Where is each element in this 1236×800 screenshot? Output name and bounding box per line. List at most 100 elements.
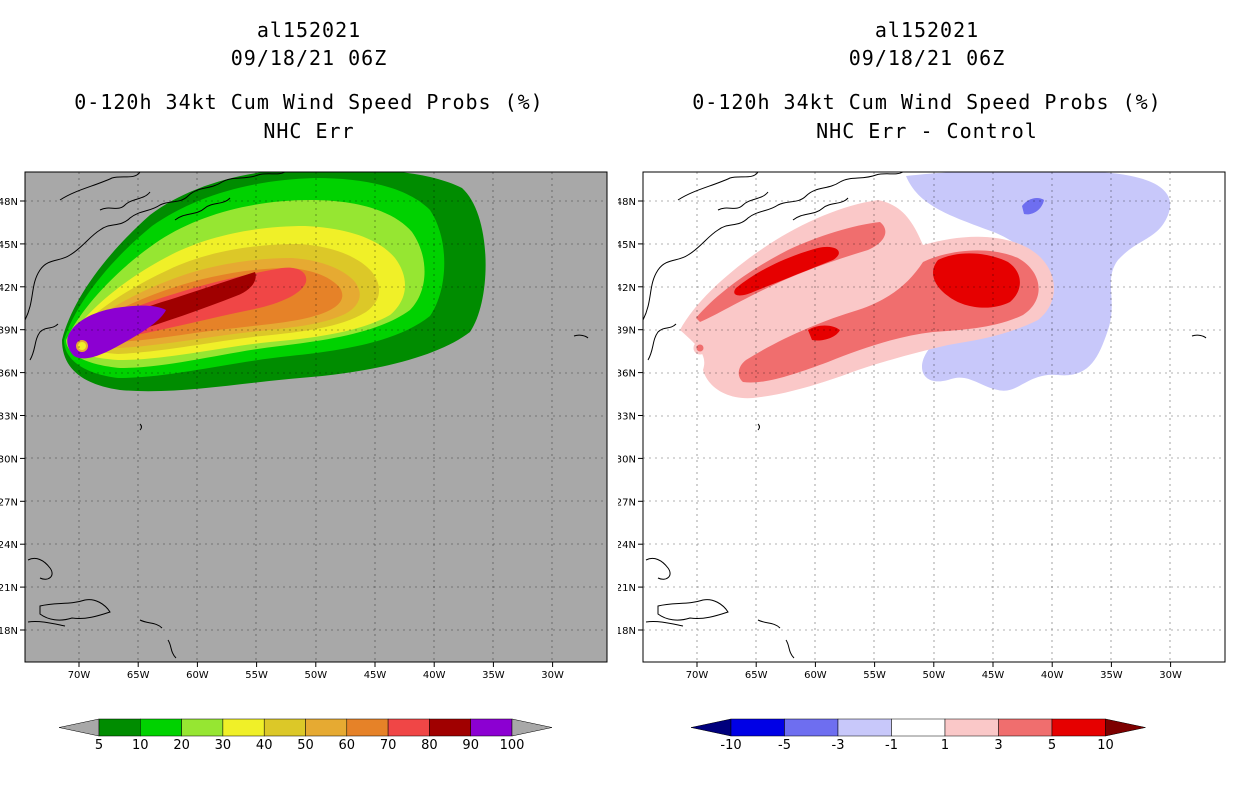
right-lat-label: 21N bbox=[618, 583, 636, 594]
left-probability-field bbox=[62, 172, 486, 392]
right-lat-label: 24N bbox=[618, 540, 636, 551]
left-colorbar-label: 40 bbox=[256, 738, 273, 753]
right-colorbar-box bbox=[837, 718, 892, 737]
left-colorbar-label: 30 bbox=[215, 738, 232, 753]
right-difference-field bbox=[680, 172, 1171, 399]
left-lat-label: 21N bbox=[0, 583, 18, 594]
right-axis-ticks: 70W 65W 60W 55W 50W 45W 40W 35W 30W 48N 45N 42N 39N 3… bbox=[618, 197, 1182, 681]
left-colorbar-over-triangle bbox=[511, 718, 553, 737]
right-lon-label: 60W bbox=[804, 670, 827, 681]
right-colorbar-label: -5 bbox=[778, 738, 791, 753]
left-lat-label: 42N bbox=[0, 283, 18, 294]
right-colorbar-box bbox=[891, 718, 946, 737]
left-lat-label: 36N bbox=[0, 369, 18, 380]
left-colorbar-box bbox=[263, 718, 306, 737]
left-colorbar-label: 80 bbox=[421, 738, 438, 753]
left-lat-label: 27N bbox=[0, 497, 18, 508]
left-colorbar: 5 10 20 30 40 50 60 70 80 90 100 bbox=[58, 718, 553, 753]
right-grid bbox=[643, 172, 1225, 662]
left-lon-label: 65W bbox=[127, 670, 150, 681]
left-colorbar-box bbox=[429, 718, 471, 737]
left-colorbar-under-triangle bbox=[58, 718, 100, 737]
diff-band-pos5 bbox=[734, 246, 1020, 341]
right-datetime: 09/18/21 06Z bbox=[848, 46, 1006, 70]
right-colorbar-label: 1 bbox=[941, 738, 949, 753]
right-product-title: 0-120h 34kt Cum Wind Speed Probs (%) bbox=[692, 90, 1162, 114]
left-lat-label: 24N bbox=[0, 540, 18, 551]
right-lat-label: 36N bbox=[618, 369, 636, 380]
right-storm-id: al152021 bbox=[874, 18, 980, 42]
left-run-label: NHC Err bbox=[263, 119, 355, 143]
storm-center-marker bbox=[76, 340, 88, 352]
left-lon-label: 40W bbox=[423, 670, 446, 681]
left-lon-label: 55W bbox=[245, 670, 268, 681]
right-lon-label: 45W bbox=[982, 670, 1005, 681]
left-lon-label: 50W bbox=[304, 670, 327, 681]
right-colorbar-label: 5 bbox=[1048, 738, 1056, 753]
right-colorbar-box bbox=[1051, 718, 1106, 737]
prob-band-90 bbox=[67, 305, 166, 359]
left-colorbar-box bbox=[470, 718, 513, 737]
right-lat-label: 18N bbox=[618, 626, 636, 637]
left-lon-label: 60W bbox=[186, 670, 209, 681]
right-lat-label: 27N bbox=[618, 497, 636, 508]
left-datetime: 09/18/21 06Z bbox=[230, 46, 388, 70]
left-product-title: 0-120h 34kt Cum Wind Speed Probs (%) bbox=[74, 90, 544, 114]
left-lon-label: 30W bbox=[541, 670, 564, 681]
left-colorbar-label: 50 bbox=[297, 738, 314, 753]
left-colorbar-label: 5 bbox=[95, 738, 103, 753]
right-coastlines bbox=[643, 172, 1207, 659]
right-colorbar-box bbox=[998, 718, 1053, 737]
right-lat-label: 42N bbox=[618, 283, 636, 294]
left-lat-label: 48N bbox=[0, 197, 18, 208]
left-colorbar-box bbox=[387, 718, 430, 737]
right-run-label: NHC Err - Control bbox=[816, 119, 1038, 143]
right-lon-label: 65W bbox=[745, 670, 768, 681]
right-colorbar-label: -3 bbox=[832, 738, 845, 753]
right-colorbar-box bbox=[730, 718, 785, 737]
right-colorbar-label: -1 bbox=[885, 738, 898, 753]
left-colorbar-box bbox=[305, 718, 348, 737]
left-colorbar-box bbox=[181, 718, 224, 737]
right-lon-label: 70W bbox=[686, 670, 709, 681]
left-colorbar-box bbox=[346, 718, 389, 737]
right-colorbar-under-triangle bbox=[690, 718, 732, 737]
right-lat-label: 33N bbox=[618, 412, 636, 423]
left-lat-label: 18N bbox=[0, 626, 18, 637]
left-lon-label: 70W bbox=[68, 670, 91, 681]
right-colorbar-label: -10 bbox=[720, 738, 741, 753]
diff-storm-point bbox=[693, 341, 707, 355]
left-colorbar-label: 100 bbox=[500, 738, 525, 753]
left-storm-id: al152021 bbox=[256, 18, 362, 42]
right-colorbar-label: 10 bbox=[1097, 738, 1114, 753]
right-colorbar-box bbox=[784, 718, 839, 737]
left-lon-label: 45W bbox=[364, 670, 387, 681]
diff-band-neg3-north bbox=[1022, 198, 1044, 215]
right-colorbar-label: 3 bbox=[994, 738, 1002, 753]
left-map: 70W 65W 60W 55W 50W 45W 40W 35W 30W 48N 45N 42N 39N 3… bbox=[0, 171, 608, 753]
right-lat-label: 30N bbox=[618, 454, 636, 465]
left-lat-label: 39N bbox=[0, 326, 18, 337]
left-colorbar-label: 60 bbox=[339, 738, 356, 753]
left-coastlines bbox=[25, 172, 589, 659]
left-lat-label: 33N bbox=[0, 412, 18, 423]
left-grid bbox=[25, 172, 607, 662]
right-lat-label: 39N bbox=[618, 326, 636, 337]
right-lon-label: 30W bbox=[1159, 670, 1182, 681]
right-map: 70W 65W 60W 55W 50W 45W 40W 35W 30W 48N 45N 42N 39N 3… bbox=[618, 171, 1226, 753]
right-lon-label: 40W bbox=[1041, 670, 1064, 681]
left-colorbar-box bbox=[222, 718, 265, 737]
right-lon-label: 35W bbox=[1100, 670, 1123, 681]
left-lon-label: 35W bbox=[482, 670, 505, 681]
left-colorbar-label: 10 bbox=[132, 738, 149, 753]
right-colorbar-over-triangle bbox=[1105, 718, 1146, 737]
left-axis-ticks: 70W 65W 60W 55W 50W 45W 40W 35W 30W 48N 45N 42N 39N 3… bbox=[0, 197, 564, 681]
right-colorbar: -10 -5 -3 -1 1 3 5 10 bbox=[690, 718, 1146, 753]
right-lon-label: 50W bbox=[922, 670, 945, 681]
right-lon-label: 55W bbox=[863, 670, 886, 681]
left-colorbar-box bbox=[140, 718, 182, 737]
left-colorbar-label: 90 bbox=[462, 738, 479, 753]
right-lat-label: 45N bbox=[618, 240, 636, 251]
left-panel: al152021 09/18/21 06Z 0-120h 34kt Cum Wi… bbox=[0, 18, 608, 753]
left-lat-label: 30N bbox=[0, 454, 18, 465]
